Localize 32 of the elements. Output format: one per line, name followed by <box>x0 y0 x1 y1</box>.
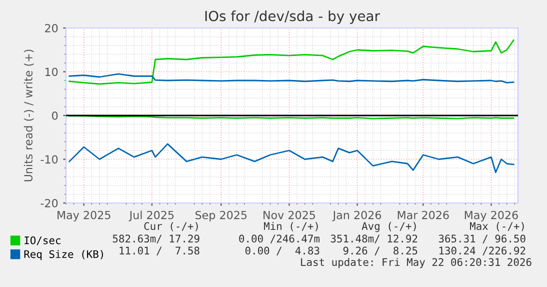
text: 0.00 /246.47m <box>239 234 320 244</box>
text: Last update: Fri May 22 06:20:31 2026 <box>301 258 532 268</box>
y-axis-title: Units read (-) / write (+) <box>24 50 34 182</box>
text: Cur (-/+) <box>144 222 198 232</box>
legend-label: Req Size (KB) <box>24 250 103 260</box>
text: Min (-/+) <box>264 222 318 232</box>
legend-label: IO/sec <box>24 236 60 246</box>
x-tick-label: Mar 2026 <box>398 210 449 220</box>
x-tick-label: Jan 2026 <box>332 210 382 222</box>
line-series <box>68 143 514 174</box>
x-tick-label: Nov 2025 <box>264 210 315 220</box>
text: Max (-/+) <box>470 222 524 232</box>
text: 365.31 / 96.50 <box>438 234 526 244</box>
y-tick-label: 10 <box>45 68 58 76</box>
text: 351.48m/ 12.92 <box>330 234 418 244</box>
text: Avg (-/+) <box>362 222 416 232</box>
text: 130.24 /226.92 <box>439 246 526 256</box>
line-series <box>68 40 514 85</box>
x-tick-label: May 2025 <box>58 210 110 222</box>
chart-title: IOs for /dev/sda - by year <box>205 10 380 24</box>
y-tick-label: 20 <box>45 24 58 32</box>
text: 0.00 / 4.83 <box>245 246 320 256</box>
y-tick-label: 0 <box>52 111 58 120</box>
x-tick-label: Sep 2025 <box>195 210 247 222</box>
text: 11.01 / 7.58 <box>120 246 200 256</box>
text: 9.26 / 8.25 <box>343 246 418 256</box>
x-tick-label: May 2026 <box>464 210 518 222</box>
y-tick-label: -10 <box>40 155 58 164</box>
x-tick-label: Jul 2025 <box>128 210 174 222</box>
line-series <box>68 73 514 84</box>
text: 582.63m/ 17.29 <box>112 234 200 244</box>
y-tick-label: -20 <box>40 198 58 208</box>
